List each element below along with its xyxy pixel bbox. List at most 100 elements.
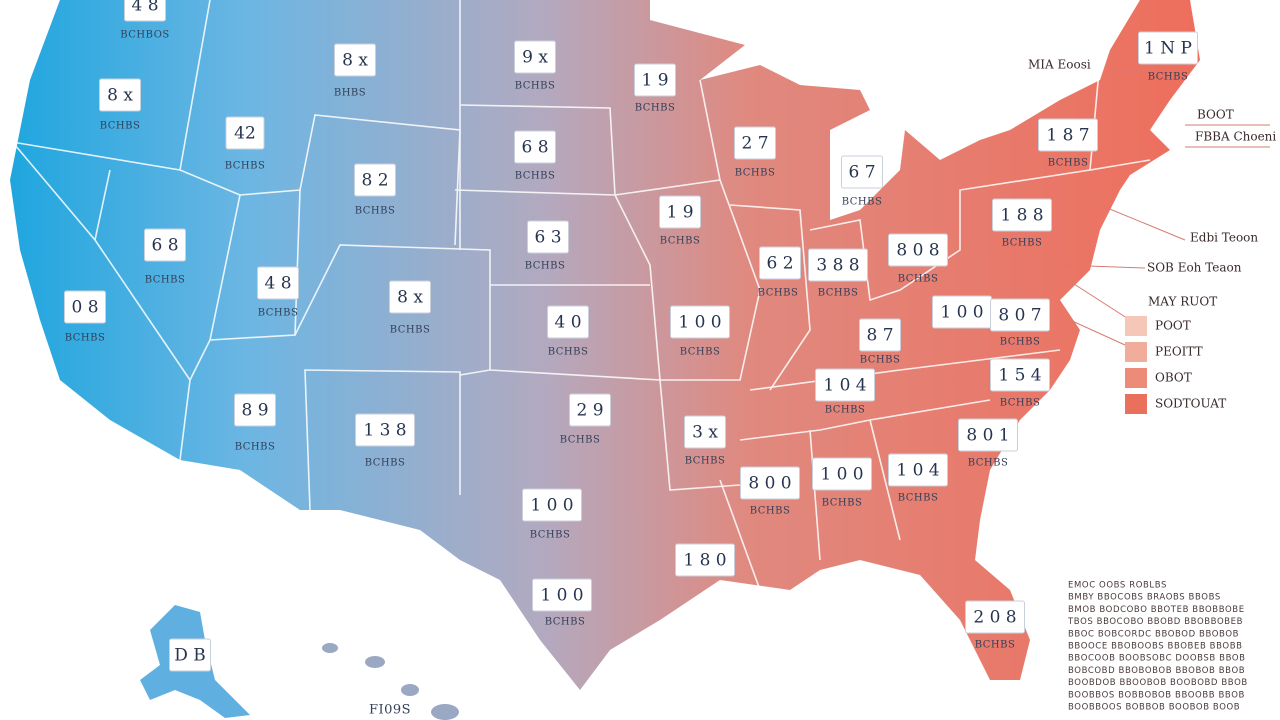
value-box xyxy=(522,488,582,522)
value-box xyxy=(815,368,875,402)
state-sub: BCHBS xyxy=(515,171,556,182)
state-sub: BCHBS xyxy=(548,347,589,358)
state-value: 3 8 8 xyxy=(816,256,859,276)
value-box xyxy=(257,266,299,300)
callout-label: SOB Eoh Teaon xyxy=(1147,261,1242,275)
value-box xyxy=(514,130,556,164)
value-box xyxy=(514,40,556,74)
state-sub: BCHBS xyxy=(235,442,276,453)
state-sub: BCHBS xyxy=(65,333,106,344)
value-box xyxy=(734,126,776,160)
state-sub: BCHBS xyxy=(560,435,601,446)
state-value: 8 0 0 xyxy=(748,474,791,494)
state-sub: BCHBS xyxy=(515,81,556,92)
value-box xyxy=(144,228,186,262)
note-line: BOOBBOOS BOBBOB BOOBOB BOOB xyxy=(1068,703,1240,713)
state-value: 1 0 0 xyxy=(530,496,573,516)
value-box xyxy=(169,638,211,672)
value-box xyxy=(532,578,592,612)
callout-label: FBBA Choeni xyxy=(1195,130,1276,144)
state-value: 1 N P xyxy=(1144,39,1192,59)
value-box xyxy=(124,0,166,22)
legend-swatch xyxy=(1125,342,1147,362)
state-value: 6 2 xyxy=(766,254,793,274)
value-box xyxy=(527,220,569,254)
state-sub: BCHBS xyxy=(145,275,186,286)
state-value: 1 5 4 xyxy=(998,366,1041,386)
state-value: D B xyxy=(174,646,206,666)
state-sub: BCHBS xyxy=(258,308,299,319)
value-box xyxy=(547,305,589,339)
state-sub: BCHBS xyxy=(1000,337,1041,348)
state-value: 42 xyxy=(234,124,256,144)
state-sub: BCHBS xyxy=(825,405,866,416)
legend-swatch xyxy=(1125,368,1147,388)
state-value: 6 8 xyxy=(151,236,178,256)
state-sub: BCHBS xyxy=(758,288,799,299)
state-value: 1 0 4 xyxy=(896,461,939,481)
state-value: 8 x xyxy=(397,288,423,308)
state-value: 1 3 8 xyxy=(363,421,406,441)
state-sub: BCHBS xyxy=(898,274,939,285)
callout-label: BOOT xyxy=(1197,108,1234,122)
legend: MAY RUOT POOT PEOITT OBOT SODTOUAT xyxy=(1125,295,1226,414)
value-box xyxy=(888,233,948,267)
state-value: 4 8 xyxy=(264,274,291,294)
value-box xyxy=(334,43,376,77)
state-sub: BCHBS xyxy=(975,640,1016,651)
note-line: BBOOCE BBOBOOBS BBOBEB BBOBB xyxy=(1068,642,1243,652)
state-sub: BCHBS xyxy=(100,121,141,132)
state-sub: BCHBS xyxy=(635,103,676,114)
state-borders xyxy=(0,0,1150,590)
state-sub: BCHBS xyxy=(1002,238,1043,249)
note-line: EMOC OOBS ROBLBS xyxy=(1068,581,1167,591)
state-sub: BCHBS xyxy=(860,355,901,366)
state-sub: BCHBS xyxy=(225,161,266,172)
note-line: BOBCOBD BBOBOBOB BBOBOB BBOB xyxy=(1068,666,1245,676)
value-box xyxy=(888,453,948,487)
state-sub: BCHBS xyxy=(1000,398,1041,409)
value-box xyxy=(841,155,883,189)
callout-label: Edbi Teoon xyxy=(1190,231,1258,245)
value-box xyxy=(99,78,141,112)
state-sub: BCHBS xyxy=(365,458,406,469)
value-box xyxy=(965,600,1025,634)
value-box xyxy=(354,163,396,197)
value-box xyxy=(234,393,276,427)
callout-label: MIA Eoosi xyxy=(1028,58,1091,72)
value-box xyxy=(389,280,431,314)
state-sub: BCHBS xyxy=(355,206,396,217)
value-box xyxy=(64,290,106,324)
legend-label: PEOITT xyxy=(1155,345,1203,359)
value-box xyxy=(225,116,265,150)
state-value: 4 8 xyxy=(131,0,158,16)
value-box xyxy=(634,63,676,97)
value-box xyxy=(812,457,872,491)
state-sub: BCHBS xyxy=(818,288,859,299)
state-value: 8 2 xyxy=(361,171,388,191)
note-line: TBOS BBOCOBO BBOBD BBOBBOBEB xyxy=(1067,617,1243,627)
legend-label: OBOT xyxy=(1155,371,1192,385)
callout-lines xyxy=(1059,69,1270,346)
state-value: 8 0 1 xyxy=(966,426,1009,446)
state-sub: BCHBS xyxy=(968,458,1009,469)
note-line: BMBY BBOCOBS BRAOBS BBOBS xyxy=(1068,593,1221,603)
state-sub: BCHBS xyxy=(750,506,791,517)
value-box xyxy=(740,466,800,500)
legend-title: MAY RUOT xyxy=(1148,295,1217,309)
state-value: 1 0 0 xyxy=(678,313,721,333)
state-value: 8 0 8 xyxy=(896,241,939,261)
hawaii xyxy=(322,643,459,720)
value-box xyxy=(859,318,901,352)
note-line: BBOC BOBCORDC BBOBOD BBOBOB xyxy=(1068,629,1239,639)
state-sub: BCHBS xyxy=(390,325,431,336)
state-value: 1 9 xyxy=(641,71,668,91)
state-value: 1 8 8 xyxy=(1000,206,1043,226)
value-box xyxy=(569,393,611,427)
state-value: 1 0 0 xyxy=(940,303,983,323)
state-sub: BCHBS xyxy=(1048,158,1089,169)
note-line: BBOCOOB BOOBSOBC DOOBSB BBOB xyxy=(1068,654,1246,664)
us-mainland xyxy=(10,0,1200,690)
state-value: 0 8 xyxy=(71,298,98,318)
